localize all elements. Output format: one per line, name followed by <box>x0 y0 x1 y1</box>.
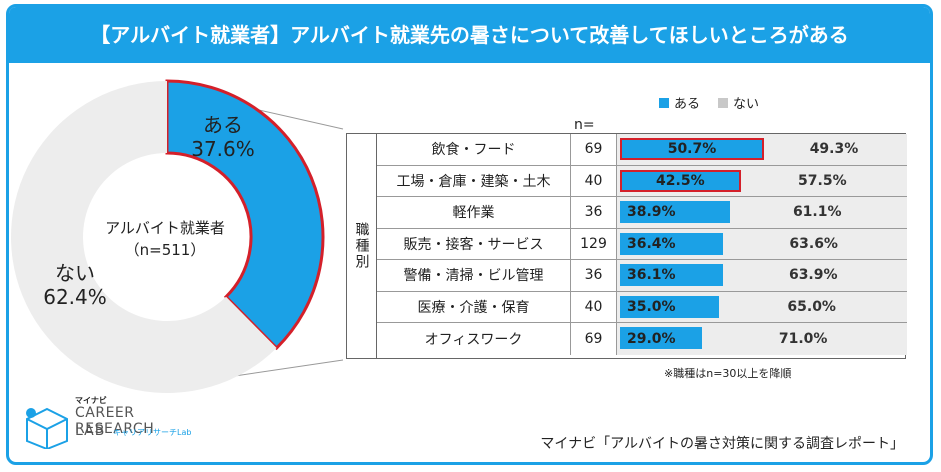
row-n: 129 <box>571 228 617 259</box>
donut-center-n: （n=511） <box>124 241 206 259</box>
n-header: n= <box>574 117 595 133</box>
donut-label-no: ない 62.4% <box>33 261 117 309</box>
occupation-table: 職種別 飲食・フード 69 50.7% 49.3% 工場・倉庫・建築・土木 40 42.5%… <box>346 133 907 359</box>
legend-item-no: ない <box>718 93 759 112</box>
row-category: 販売・接客・サービス <box>377 228 571 259</box>
legend-item-yes: ある <box>659 93 700 112</box>
donut-chart <box>11 79 344 393</box>
bar-yes <box>620 327 703 349</box>
donut-label-yes-name: ある <box>203 113 243 137</box>
bar-yes-label: 50.7% <box>667 141 717 158</box>
donut-label-yes: ある 37.6% <box>181 113 265 161</box>
bar-track: 29.0% 71.0% <box>617 323 907 355</box>
logo-line1: CAREER RESEARCH <box>75 405 155 437</box>
row-n: 36 <box>571 197 617 228</box>
bar-yes <box>620 169 741 192</box>
bar-yes <box>620 295 720 318</box>
logo-cube-icon <box>26 407 68 449</box>
donut-label-yes-value: 37.6% <box>191 137 255 161</box>
row-category: 医療・介護・保育 <box>377 291 571 322</box>
donut-center-label: アルバイト就業者 （n=511） <box>85 217 245 261</box>
legend-label-no: ない <box>733 97 760 112</box>
bar-no-label: 49.3% <box>809 141 859 158</box>
table-row: オフィスワーク 69 29.0% 71.0% <box>377 323 907 355</box>
bar-yes <box>620 138 764 160</box>
bar-yes-label: 29.0% <box>627 330 676 347</box>
table-row: 販売・接客・サービス 129 36.4% 63.6% <box>377 228 907 260</box>
bar-no-label: 63.9% <box>788 267 838 284</box>
bar-yes-label: 42.5% <box>656 172 705 189</box>
table-row: 医療・介護・保育 40 35.0% 65.0% <box>377 291 907 323</box>
bar-yes <box>620 201 731 223</box>
bar-track: 36.1% 63.9% <box>617 260 907 291</box>
bar-yes-label: 36.4% <box>627 235 676 252</box>
legend-swatch-yes <box>659 97 669 108</box>
legend: ある ない <box>659 93 759 112</box>
row-category: オフィスワーク <box>377 323 571 355</box>
row-n: 40 <box>571 291 617 322</box>
bar-yes-label: 36.1% <box>627 267 676 284</box>
legend-swatch-no <box>718 97 729 108</box>
bar-track: 42.5% 57.5% <box>617 165 907 196</box>
logo: マイナビ CAREER RESEARCH LAB キャリアリサーチLab <box>23 395 213 455</box>
logo-line2: LAB <box>75 423 106 439</box>
category-header: 職種別 <box>347 134 377 358</box>
chart-note: ※職種はn=30以上を降順 <box>664 367 792 380</box>
bar-yes <box>620 264 723 286</box>
row-n: 40 <box>571 165 617 196</box>
table-row: 警備・清掃・ビル管理 36 36.1% 63.9% <box>377 260 907 292</box>
table-row: 飲食・フード 69 50.7% 49.3% <box>377 134 907 166</box>
row-category: 飲食・フード <box>377 134 571 165</box>
chart-frame: 【アルバイト就業者】アルバイト就業先の暑さについて改善してほしいところがある あ… <box>6 4 933 465</box>
bar-yes-label: 35.0% <box>627 298 676 315</box>
chart-title: 【アルバイト就業者】アルバイト就業先の暑さについて改善してほしいところがある <box>9 7 930 63</box>
source-text: マイナビ「アルバイトの暑さ対策に関する調査レポート」 <box>540 436 904 452</box>
bar-no-label: 65.0% <box>787 298 836 315</box>
donut-slice-yes <box>165 79 325 351</box>
bar-yes-label: 38.9% <box>627 204 676 221</box>
row-category: 軽作業 <box>377 197 571 228</box>
bar-track: 38.9% 61.1% <box>617 197 907 228</box>
donut-slice-no <box>11 81 277 393</box>
row-category: 工場・倉庫・建築・土木 <box>377 165 571 196</box>
row-n: 69 <box>571 323 617 355</box>
row-category: 警備・清掃・ビル管理 <box>377 260 571 291</box>
donut-label-no-name: ない <box>55 261 95 285</box>
bar-no-label: 71.0% <box>778 330 828 347</box>
bar-track: 35.0% 65.0% <box>617 291 907 322</box>
table-row: 工場・倉庫・建築・土木 40 42.5% 57.5% <box>377 165 907 197</box>
table-row: 軽作業 36 38.9% 61.1% <box>377 197 907 229</box>
legend-label-yes: ある <box>674 97 701 112</box>
row-n: 69 <box>571 134 617 165</box>
donut-center-title: アルバイト就業者 <box>105 219 225 237</box>
logo-line3: キャリアリサーチLab <box>113 428 192 437</box>
bar-yes <box>620 232 724 255</box>
bar-no-label: 61.1% <box>792 204 842 221</box>
donut-label-no-value: 62.4% <box>43 285 107 309</box>
category-header-text: 職種別 <box>353 222 370 270</box>
bar-no-label: 57.5% <box>798 172 847 189</box>
bar-no-label: 63.6% <box>789 235 838 252</box>
logo-tag: マイナビ <box>75 396 107 405</box>
row-n: 36 <box>571 260 617 291</box>
bar-track: 50.7% 49.3% <box>617 134 907 165</box>
bar-track: 36.4% 63.6% <box>617 228 907 259</box>
